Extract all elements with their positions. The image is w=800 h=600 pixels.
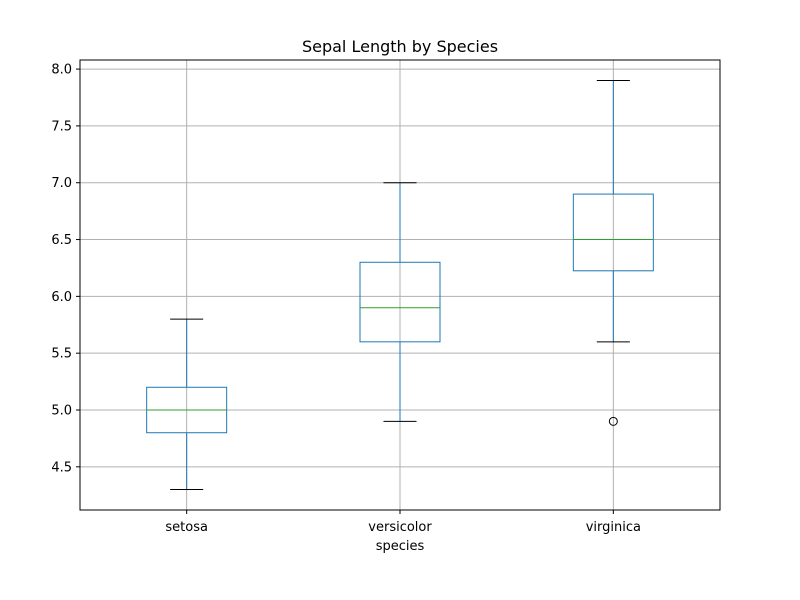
box-group-versicolor bbox=[359, 182, 441, 422]
y-tick-label: 4.5 bbox=[51, 460, 72, 475]
x-axis-label: species bbox=[376, 539, 425, 554]
chart-title: Sepal Length by Species bbox=[302, 37, 498, 56]
outlier-point bbox=[608, 416, 618, 426]
iqr-box bbox=[359, 261, 441, 343]
x-tick-label: setosa bbox=[165, 520, 208, 535]
y-tick-label: 7.0 bbox=[51, 176, 72, 191]
box-layer bbox=[146, 79, 654, 491]
x-tick-label: virginica bbox=[586, 520, 641, 535]
tick-layer: 4.5 5.0 5.5 6.0 6.5 7.0 7.5 8.0 setosa versicolor… bbox=[51, 63, 641, 535]
iqr-box bbox=[572, 193, 654, 272]
y-tick-label: 5.5 bbox=[51, 347, 72, 362]
box-group-virginica bbox=[572, 79, 654, 426]
y-tick-label: 6.5 bbox=[51, 233, 72, 248]
y-tick-label: 8.0 bbox=[51, 63, 72, 78]
box-group-setosa bbox=[146, 318, 228, 491]
y-tick-label: 5.0 bbox=[51, 404, 72, 419]
y-tick-label: 7.5 bbox=[51, 119, 72, 134]
x-tick-label: versicolor bbox=[368, 520, 432, 535]
y-tick-label: 6.0 bbox=[51, 290, 72, 305]
